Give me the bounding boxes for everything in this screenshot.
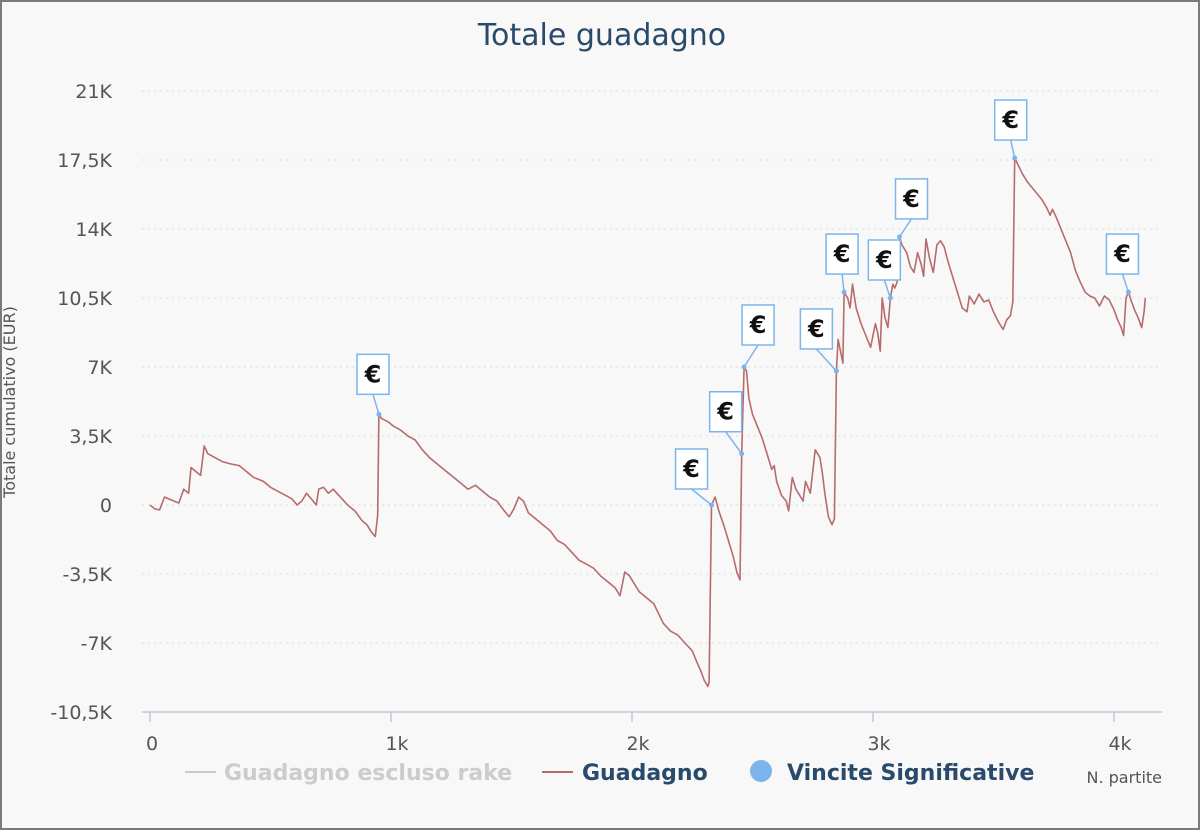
series-layer <box>149 157 1147 688</box>
y-tick-label: -7K <box>81 633 113 655</box>
marker-connector <box>743 344 759 368</box>
vincita-marker[interactable]: € <box>356 353 390 417</box>
y-tick-label: 7K <box>87 357 112 379</box>
euro-icon: € <box>682 455 700 483</box>
marker-point <box>897 234 903 240</box>
marker-flag-box <box>708 390 743 433</box>
series-line-guadagno <box>149 157 1147 688</box>
vincita-marker[interactable]: € <box>1105 233 1140 295</box>
vincita-marker[interactable]: € <box>825 233 859 295</box>
x-tick-label: 4k <box>1108 733 1131 755</box>
marker-flag-box <box>993 99 1028 141</box>
chart-title: Totale guadagno <box>477 18 726 53</box>
marker-connector <box>815 348 837 372</box>
marker-flag-box <box>867 239 902 281</box>
marker-connector <box>883 279 892 299</box>
x-tick-label: 3k <box>867 733 890 755</box>
euro-icon: € <box>807 315 825 343</box>
marker-connector <box>372 394 380 415</box>
euro-icon: € <box>1113 240 1131 268</box>
euro-icon: € <box>749 311 767 339</box>
marker-connector <box>1121 273 1130 293</box>
marker-connector <box>898 218 913 238</box>
euro-icon: € <box>716 398 734 426</box>
legend-label: Guadagno escluso rake <box>224 761 512 786</box>
marker-point <box>741 364 747 370</box>
y-tick-label: 10,5K <box>57 288 112 310</box>
vincita-marker[interactable]: € <box>867 239 902 301</box>
x-axis: 0 1k 2k 3k 4k <box>142 711 1162 755</box>
euro-icon: € <box>902 185 920 213</box>
grid-lines <box>142 90 1162 644</box>
marker-flag-box <box>674 448 709 490</box>
x-tick-label: 1k <box>385 733 408 755</box>
legend-item-guadagno[interactable]: Guadagno <box>542 761 708 786</box>
y-tick-label: 0 <box>100 495 112 517</box>
marker-point <box>1125 289 1131 295</box>
legend-swatch-dot <box>750 760 772 782</box>
y-tick-label: 17,5K <box>57 150 112 172</box>
legend-item-guadagno-escluso-rake[interactable]: Guadagno escluso rake <box>185 761 512 786</box>
vincita-marker[interactable]: € <box>993 99 1028 161</box>
euro-icon: € <box>833 240 851 268</box>
x-axis-title: N. partite <box>1086 768 1162 787</box>
vincita-marker[interactable]: € <box>799 308 839 374</box>
marker-connector <box>691 488 712 506</box>
y-tick-label: -3,5K <box>62 564 112 586</box>
vincita-marker[interactable]: € <box>674 448 715 508</box>
legend-item-vincite-significative[interactable]: Vincite Significative <box>750 760 1034 786</box>
markers-layer: € € € € € € € € € € <box>356 99 1140 508</box>
marker-flag-box <box>894 178 929 220</box>
euro-icon: € <box>875 246 893 274</box>
marker-flag-box <box>1105 233 1140 275</box>
marker-connector <box>1009 139 1016 159</box>
y-tick-label: 14K <box>75 219 112 241</box>
vincita-marker[interactable]: € <box>741 304 775 370</box>
vincita-marker[interactable]: € <box>894 178 929 240</box>
marker-connector <box>725 431 743 455</box>
marker-flag-box <box>825 233 859 275</box>
x-tick-label: 2k <box>626 733 649 755</box>
marker-point <box>833 368 839 374</box>
marker-flag-box <box>799 308 834 350</box>
marker-point <box>376 411 382 417</box>
legend: Guadagno escluso rake Guadagno Vincite S… <box>185 760 1034 786</box>
marker-point <box>887 295 893 301</box>
y-tick-label: 3,5K <box>69 426 112 448</box>
marker-point <box>739 451 745 457</box>
y-axis: 21K 17,5K 14K 10,5K 7K 3,5K 0 -3,5K -7K -10,5K <box>50 81 112 724</box>
marker-connector <box>841 274 845 293</box>
marker-point <box>1012 155 1018 161</box>
vincita-marker[interactable]: € <box>708 390 745 457</box>
legend-label: Guadagno <box>582 761 708 786</box>
marker-flag-box <box>356 353 390 396</box>
marker-point <box>709 502 715 508</box>
euro-icon: € <box>1001 106 1019 134</box>
y-tick-label: -10,5K <box>50 702 112 724</box>
marker-flag-box <box>741 304 775 346</box>
euro-icon: € <box>364 360 382 388</box>
x-tick-label: 0 <box>146 733 158 755</box>
y-tick-label: 21K <box>75 81 112 103</box>
y-axis-title: Totale cumulativo (EUR) <box>2 306 19 499</box>
legend-label: Vincite Significative <box>787 761 1034 786</box>
marker-point <box>841 289 847 295</box>
